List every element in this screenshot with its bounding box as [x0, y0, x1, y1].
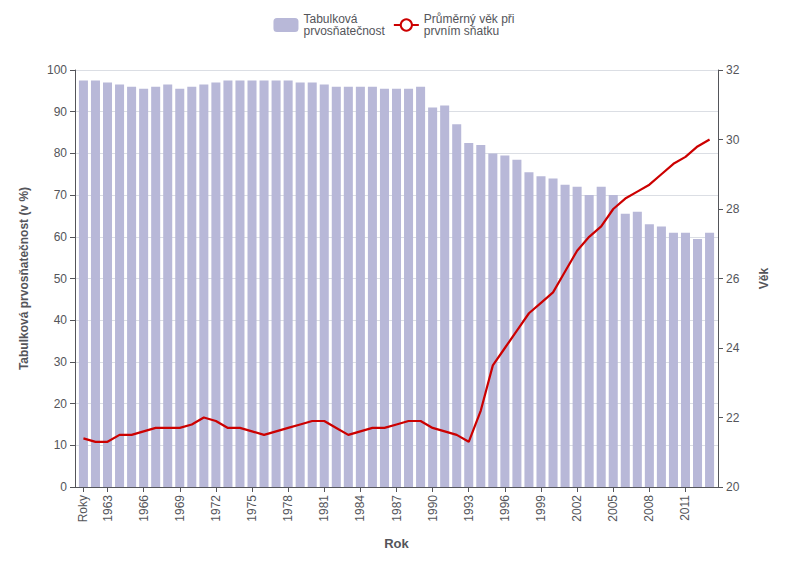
svg-text:2008: 2008: [642, 495, 656, 522]
svg-text:40: 40: [54, 313, 68, 327]
svg-text:1981: 1981: [317, 495, 331, 522]
svg-text:10: 10: [54, 438, 68, 452]
svg-text:1969: 1969: [173, 495, 187, 522]
svg-text:1966: 1966: [137, 495, 151, 522]
svg-text:1975: 1975: [245, 495, 259, 522]
svg-text:30: 30: [726, 133, 740, 147]
svg-text:1999: 1999: [534, 495, 548, 522]
svg-text:1996: 1996: [498, 495, 512, 522]
svg-text:Roky: Roky: [76, 495, 90, 522]
svg-text:90: 90: [54, 105, 68, 119]
svg-text:Rok: Rok: [384, 536, 409, 551]
svg-text:prvním sňatku: prvním sňatku: [424, 24, 499, 38]
svg-text:1972: 1972: [209, 495, 223, 522]
svg-text:0: 0: [60, 480, 67, 494]
svg-text:2005: 2005: [606, 495, 620, 522]
svg-text:1978: 1978: [281, 495, 295, 522]
svg-text:1987: 1987: [390, 495, 404, 522]
svg-text:60: 60: [54, 230, 68, 244]
svg-text:prvosňatečnost: prvosňatečnost: [303, 24, 385, 38]
svg-text:2011: 2011: [678, 495, 692, 521]
svg-text:1990: 1990: [426, 495, 440, 522]
svg-text:Průměrný věk při: Průměrný věk při: [423, 12, 515, 26]
svg-text:Věk: Věk: [757, 268, 771, 290]
svg-text:30: 30: [54, 355, 68, 369]
svg-text:80: 80: [54, 146, 68, 160]
svg-text:1963: 1963: [101, 495, 115, 522]
svg-text:100: 100: [47, 63, 67, 77]
svg-text:20: 20: [726, 480, 740, 494]
svg-text:24: 24: [726, 341, 740, 355]
svg-text:70: 70: [54, 188, 68, 202]
svg-text:20: 20: [54, 397, 68, 411]
svg-text:2002: 2002: [570, 495, 584, 522]
svg-text:26: 26: [726, 272, 740, 286]
svg-text:22: 22: [726, 411, 740, 425]
svg-text:Tabulková: Tabulková: [303, 12, 358, 26]
svg-text:32: 32: [726, 63, 740, 77]
svg-text:Tabulková prvosňatečnost (v %): Tabulková prvosňatečnost (v %): [17, 187, 31, 370]
svg-text:50: 50: [54, 272, 68, 286]
svg-text:1993: 1993: [462, 495, 476, 522]
svg-text:1984: 1984: [353, 495, 367, 522]
svg-text:28: 28: [726, 202, 740, 216]
